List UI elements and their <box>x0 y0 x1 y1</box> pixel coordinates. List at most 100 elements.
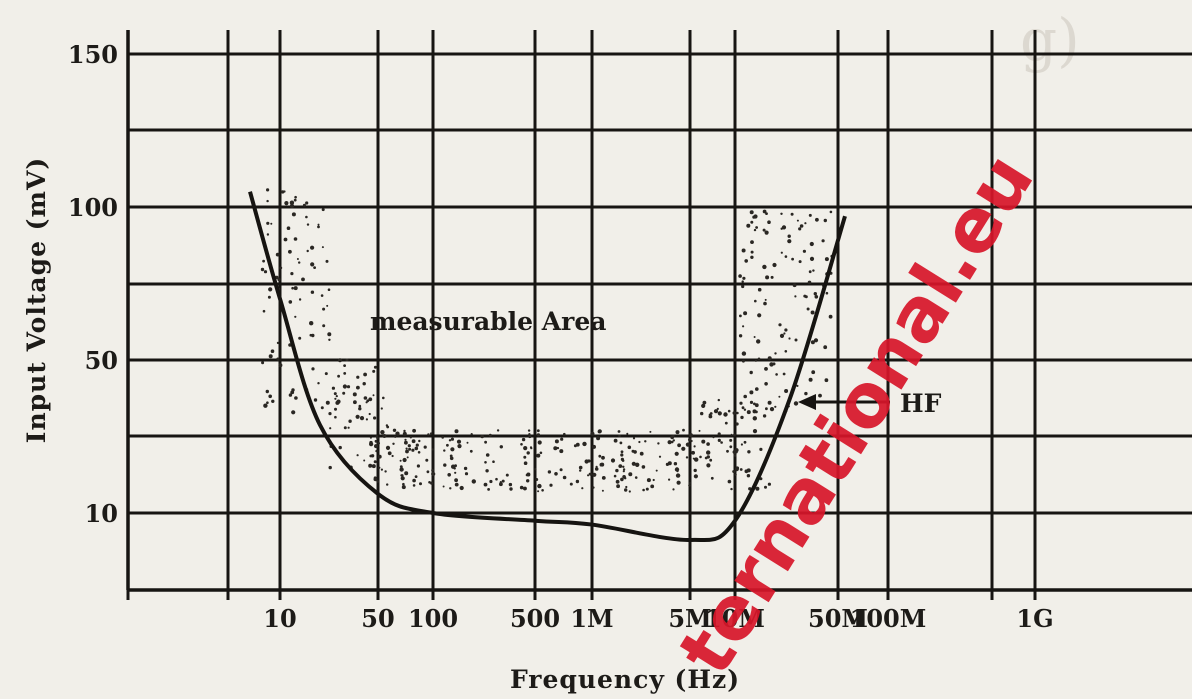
stipple-dot <box>790 212 794 216</box>
stipple-dot <box>368 463 373 468</box>
stipple-dot <box>320 294 324 297</box>
stipple-dot <box>325 259 329 263</box>
stipple-dot <box>536 429 540 433</box>
hf-arrow-annotation <box>798 394 890 410</box>
stipple-dot <box>539 451 543 455</box>
stipple-dot <box>670 435 675 440</box>
stipple-dot <box>289 200 295 205</box>
stipple-dot <box>368 397 373 402</box>
stipple-dot <box>778 323 782 327</box>
stipple-dot <box>784 328 788 332</box>
stipple-dot <box>268 287 273 292</box>
stipple-dot <box>374 439 378 443</box>
stipple-dot <box>747 450 751 454</box>
stipple-dot <box>402 431 407 436</box>
stipple-dot <box>742 325 745 328</box>
stipple-dot <box>702 400 707 405</box>
stipple-dot <box>752 416 757 421</box>
stipple-dot <box>535 478 539 481</box>
stipple-dot <box>270 349 275 354</box>
stipple-dot <box>348 419 352 423</box>
stipple-dot <box>454 478 458 483</box>
stipple-dot <box>298 336 302 340</box>
stipple-dot <box>796 219 799 222</box>
stipple-dot <box>320 406 324 410</box>
stipple-dot <box>738 334 743 338</box>
stipple-dot <box>799 224 804 228</box>
stipple-dot <box>738 274 742 278</box>
stipple-dot <box>373 477 378 482</box>
stipple-dot <box>677 443 681 448</box>
stipple-dot <box>324 372 328 376</box>
stipple-dot <box>712 436 715 439</box>
stipple-dot <box>676 470 679 473</box>
stipple-dot <box>492 460 495 464</box>
stipple-dot <box>620 477 624 482</box>
stipple-dot <box>829 210 833 214</box>
stipple-dot <box>313 266 316 269</box>
stipple-dot <box>749 210 754 215</box>
stipple-dot <box>762 414 767 418</box>
stipple-dot <box>293 286 298 291</box>
stipple-dot <box>749 370 753 375</box>
stipple-dot <box>706 442 710 446</box>
stipple-dot <box>384 470 387 473</box>
stipple-dot <box>275 252 280 257</box>
stipple-dot <box>626 432 629 435</box>
stipple-dot <box>401 485 406 490</box>
stipple-dot <box>759 447 763 451</box>
stipple-dot <box>765 275 770 280</box>
stipple-dot <box>412 484 416 487</box>
stipple-dot <box>619 441 623 445</box>
x-tick-label: 1G <box>1016 604 1053 633</box>
stipple-dot <box>416 464 420 468</box>
stipple-dot <box>706 450 711 455</box>
stipple-dot <box>780 227 783 230</box>
stipple-dot <box>276 275 279 278</box>
stipple-dot <box>454 429 459 434</box>
x-tick-label: 50 <box>361 604 394 633</box>
stipple-dot <box>688 482 691 484</box>
stipple-dot <box>767 356 772 361</box>
stipple-dot <box>495 477 498 481</box>
stipple-dot <box>337 374 340 378</box>
stipple-dot <box>409 436 412 439</box>
stipple-dot <box>730 433 733 436</box>
stipple-dot <box>610 458 616 463</box>
stipple-dot <box>569 482 573 486</box>
stipple-dot <box>594 467 599 471</box>
stipple-dot <box>652 478 655 482</box>
stipple-dot <box>443 449 446 452</box>
stipple-dot <box>685 442 691 447</box>
grid-lines <box>126 30 1192 600</box>
stipple-dot <box>328 412 332 416</box>
stipple-dot <box>743 311 748 316</box>
stipple-dot <box>414 475 418 478</box>
stipple-dot <box>537 490 540 493</box>
stipple-dot <box>802 249 807 253</box>
stipple-dot <box>464 472 469 476</box>
stipple-dot <box>613 474 617 478</box>
stipple-dot <box>266 199 269 203</box>
stipple-dot <box>741 359 745 363</box>
stipple-dot <box>688 438 692 442</box>
stipple-dot <box>741 406 745 410</box>
stipple-dot <box>688 433 693 438</box>
stipple-dot <box>449 456 454 461</box>
stipple-dot <box>536 453 541 458</box>
stipple-dot <box>806 307 810 311</box>
stipple-dot <box>430 481 434 485</box>
stipple-dot <box>735 467 739 472</box>
stipple-dot <box>729 438 733 442</box>
stipple-dot <box>740 415 744 420</box>
stipple-dot <box>778 395 781 398</box>
stipple-dot <box>709 412 713 415</box>
stipple-dot <box>735 422 739 426</box>
stipple-dot <box>639 451 644 456</box>
stipple-dot <box>754 299 757 303</box>
stipple-dot <box>342 391 346 395</box>
stipple-dot <box>289 203 295 209</box>
stipple-dot <box>618 464 623 468</box>
x-tick-label: 100M <box>850 604 927 633</box>
annotation-measurable-area: measurable Area <box>370 307 606 336</box>
